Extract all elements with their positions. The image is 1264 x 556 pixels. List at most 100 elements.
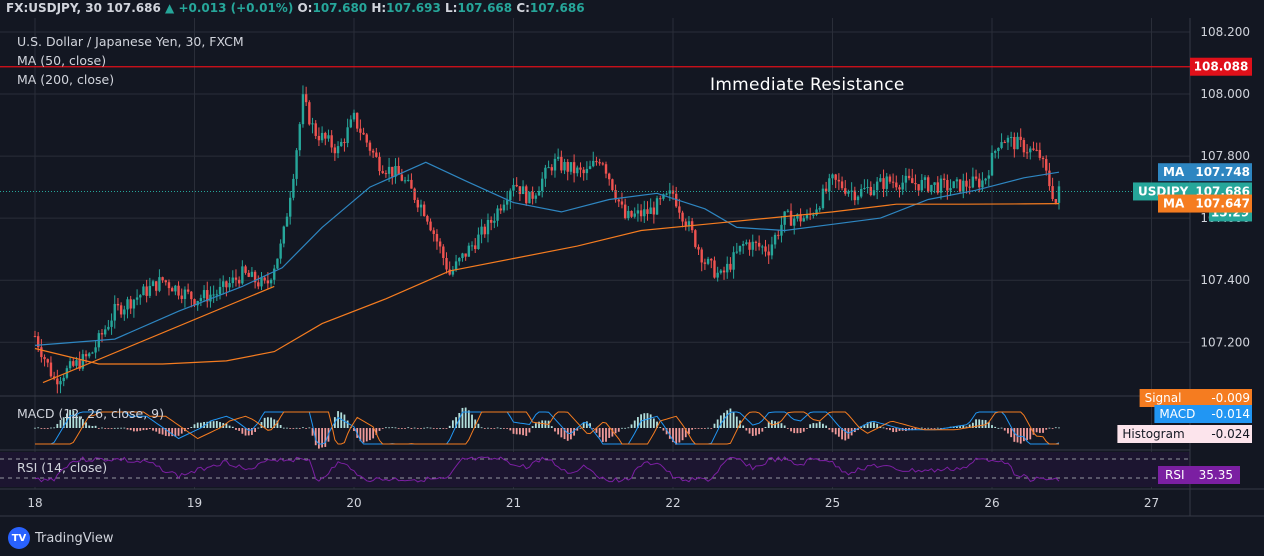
candle-body[interactable]	[505, 200, 509, 205]
candle-body[interactable]	[681, 212, 684, 222]
candle-body[interactable]	[946, 179, 949, 191]
candle-body[interactable]	[499, 208, 502, 211]
candle-body[interactable]	[422, 204, 426, 217]
candle-body[interactable]	[129, 299, 132, 309]
candle-body[interactable]	[349, 119, 353, 128]
candle-body[interactable]	[429, 221, 432, 231]
candle-body[interactable]	[1054, 198, 1057, 203]
candle-body[interactable]	[738, 245, 742, 252]
candle-body[interactable]	[458, 258, 461, 262]
candle-body[interactable]	[266, 280, 270, 284]
candle-body[interactable]	[515, 184, 518, 187]
candle-body[interactable]	[330, 135, 333, 148]
candle-body[interactable]	[729, 263, 732, 270]
candle-body[interactable]	[850, 190, 853, 192]
candle-body[interactable]	[56, 378, 59, 385]
candle-body[interactable]	[993, 151, 997, 153]
candle-body[interactable]	[234, 277, 238, 280]
candle-body[interactable]	[968, 186, 971, 188]
candle-body[interactable]	[365, 134, 368, 143]
candle-body[interactable]	[257, 282, 260, 287]
candle-body[interactable]	[317, 135, 321, 141]
candle-body[interactable]	[608, 173, 611, 180]
symbol-name[interactable]: FX:USDJPY, 30	[6, 1, 102, 15]
candle-body[interactable]	[962, 180, 965, 192]
candle-body[interactable]	[703, 262, 707, 264]
candle-body[interactable]	[927, 177, 930, 192]
candle-body[interactable]	[984, 178, 987, 181]
candle-body[interactable]	[601, 163, 605, 165]
candle-body[interactable]	[123, 309, 126, 315]
candle-body[interactable]	[110, 320, 113, 327]
candle-body[interactable]	[375, 152, 378, 157]
candle-body[interactable]	[595, 160, 598, 163]
candle-body[interactable]	[990, 152, 994, 176]
candle-body[interactable]	[722, 270, 726, 273]
candle-body[interactable]	[107, 326, 110, 330]
candle-body[interactable]	[263, 277, 266, 281]
candle-body[interactable]	[898, 187, 901, 190]
candle-body[interactable]	[311, 123, 314, 125]
candle-body[interactable]	[94, 347, 97, 353]
candle-body[interactable]	[301, 94, 305, 125]
candle-body[interactable]	[537, 190, 541, 196]
candle-body[interactable]	[100, 333, 104, 335]
candle-body[interactable]	[237, 279, 241, 284]
candle-body[interactable]	[726, 263, 729, 273]
candle-body[interactable]	[748, 242, 751, 250]
ma50-legend[interactable]: MA (50, close)	[17, 53, 107, 68]
candle-body[interactable]	[955, 179, 959, 182]
candle-body[interactable]	[805, 213, 809, 219]
candle-body[interactable]	[891, 181, 895, 183]
candle-body[interactable]	[336, 146, 340, 154]
candle-body[interactable]	[997, 147, 1000, 152]
candle-body[interactable]	[126, 299, 129, 310]
candle-body[interactable]	[222, 281, 225, 287]
candle-body[interactable]	[556, 156, 560, 159]
candle-body[interactable]	[1000, 142, 1003, 148]
candle-body[interactable]	[1003, 142, 1006, 144]
candle-body[interactable]	[611, 179, 614, 191]
candle-body[interactable]	[646, 209, 649, 214]
candle-body[interactable]	[911, 178, 914, 184]
candle-body[interactable]	[840, 181, 844, 189]
candle-body[interactable]	[295, 150, 298, 179]
candle-body[interactable]	[901, 182, 904, 190]
candle-body[interactable]	[183, 289, 187, 299]
candle-body[interactable]	[576, 167, 579, 174]
candle-body[interactable]	[40, 347, 43, 358]
candle-body[interactable]	[914, 183, 917, 185]
candle-body[interactable]	[582, 169, 585, 174]
candle-body[interactable]	[260, 277, 263, 287]
candle-body[interactable]	[569, 162, 573, 172]
candle-body[interactable]	[659, 198, 662, 200]
candle-body[interactable]	[135, 297, 139, 300]
candle-body[interactable]	[525, 186, 528, 204]
candle-body[interactable]	[633, 213, 636, 217]
candle-body[interactable]	[550, 167, 553, 171]
candle-body[interactable]	[713, 260, 716, 278]
candle-body[interactable]	[952, 181, 955, 189]
candle-body[interactable]	[627, 210, 630, 219]
candle-body[interactable]	[917, 184, 920, 191]
candle-body[interactable]	[193, 299, 196, 306]
candle-body[interactable]	[665, 193, 668, 195]
candle-body[interactable]	[643, 209, 646, 217]
candle-body[interactable]	[151, 281, 155, 286]
candle-body[interactable]	[314, 123, 317, 136]
candle-body[interactable]	[36, 336, 40, 348]
candle-body[interactable]	[853, 190, 857, 201]
candle-body[interactable]	[49, 362, 53, 377]
candle-body[interactable]	[579, 167, 582, 170]
price-axis[interactable]: 107.200107.400107.600107.800108.000108.2…	[1117, 25, 1252, 484]
candle-body[interactable]	[1051, 186, 1054, 199]
candle-body[interactable]	[547, 167, 550, 169]
candle-body[interactable]	[521, 186, 525, 195]
candle-body[interactable]	[563, 162, 566, 171]
candle-body[interactable]	[403, 180, 407, 182]
candle-body[interactable]	[751, 241, 754, 250]
candle-body[interactable]	[802, 218, 805, 222]
candle-body[interactable]	[289, 197, 292, 217]
candle-body[interactable]	[1009, 137, 1013, 139]
candle-body[interactable]	[958, 179, 962, 192]
